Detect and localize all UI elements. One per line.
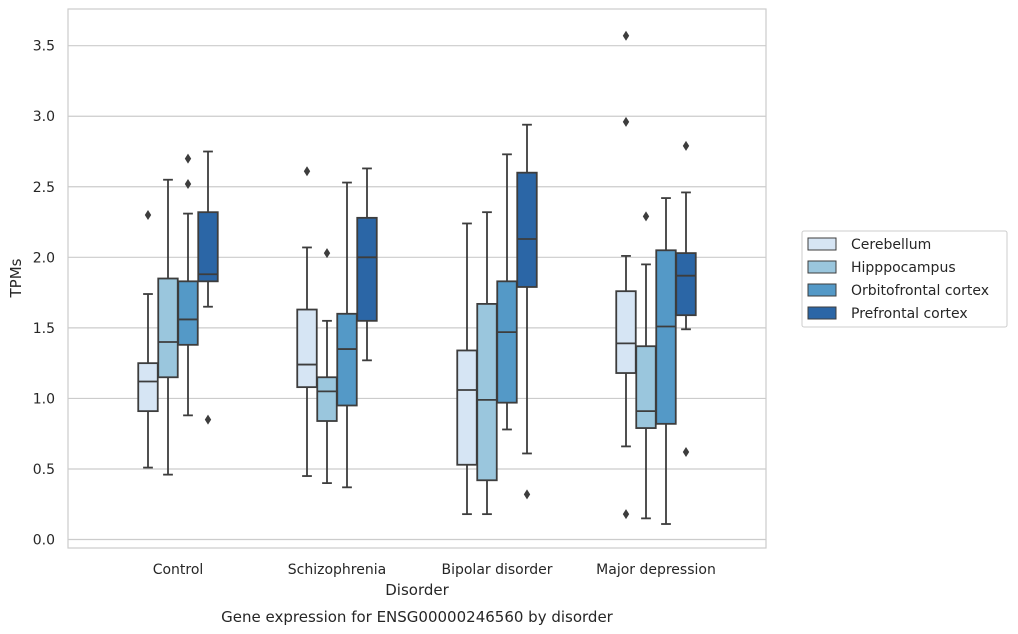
outlier-point	[622, 116, 630, 127]
legend-swatch	[807, 306, 837, 320]
legend-label: Hipppocampus	[851, 260, 956, 276]
y-tick-label: 2.0	[33, 250, 55, 266]
box	[336, 181, 358, 489]
legend-item: Hipppocampus	[807, 260, 956, 276]
y-tick-label: 1.5	[33, 321, 55, 337]
outlier-point	[622, 30, 630, 41]
box	[137, 210, 159, 469]
box	[177, 153, 199, 417]
outlier-point	[184, 153, 192, 164]
y-tick-label: 0.5	[33, 462, 55, 478]
legend-swatch	[807, 237, 837, 251]
box-iqr	[655, 249, 677, 425]
y-tick-label: 0.0	[33, 533, 55, 549]
box-iqr	[635, 345, 657, 429]
box-iqr	[675, 252, 697, 317]
box	[615, 30, 637, 520]
y-axis-label: TPMs	[7, 258, 25, 298]
outlier-point	[144, 210, 152, 221]
y-tick-label: 3.0	[33, 109, 55, 125]
outlier-point	[523, 489, 531, 500]
box	[516, 123, 538, 500]
box	[496, 153, 518, 431]
box	[476, 211, 498, 516]
legend-item: Cerebellum	[807, 237, 931, 253]
box	[456, 222, 478, 516]
series-hipppocampus	[157, 178, 657, 520]
box-iqr	[336, 312, 358, 407]
box	[296, 166, 318, 477]
box	[316, 248, 338, 484]
box	[675, 140, 697, 458]
box-iqr	[615, 290, 637, 374]
legend-item: Orbitofrontal cortex	[807, 283, 989, 299]
y-tick-label: 1.0	[33, 391, 55, 407]
box-iqr	[177, 280, 199, 346]
legend: Cerebellum Hipppocampus Orbitofrontal cort…	[801, 230, 1008, 328]
outlier-point	[622, 509, 630, 520]
box	[655, 197, 677, 525]
outlier-point	[184, 178, 192, 189]
box-iqr	[137, 362, 159, 413]
legend-label: Cerebellum	[851, 237, 931, 253]
outlier-point	[682, 140, 690, 151]
x-tick-label: Schizophrenia	[288, 562, 386, 578]
legend-swatch	[807, 283, 837, 297]
box-iqr	[157, 277, 179, 379]
box-iqr	[316, 376, 338, 422]
series-orbitofrontal-cortex	[177, 153, 677, 525]
box-series-group	[137, 30, 697, 525]
series-prefrontal-cortex	[197, 123, 697, 500]
legend-swatch	[807, 260, 837, 274]
outlier-point	[204, 414, 212, 425]
box-iqr	[296, 308, 318, 389]
box-iqr	[476, 302, 498, 482]
outlier-point	[303, 166, 311, 177]
legend-item: Prefrontal cortex	[807, 306, 968, 322]
box-iqr	[516, 171, 538, 288]
box-iqr	[496, 280, 518, 404]
y-tick-label: 2.5	[33, 180, 55, 196]
plot-area-frame	[67, 8, 767, 549]
outlier-point	[682, 447, 690, 458]
y-axis-ticks: 0.0 0.5 1.0 1.5 2.0 2.5 3.0 3.5	[33, 39, 55, 549]
x-tick-label: Control	[153, 562, 204, 578]
box	[157, 178, 179, 476]
outlier-point	[323, 248, 331, 259]
legend-frame	[801, 230, 1008, 328]
x-tick-label: Bipolar disorder	[441, 562, 552, 578]
box-iqr	[197, 211, 219, 283]
figure-caption: Gene expression for ENSG00000246560 by d…	[221, 608, 614, 626]
box	[356, 167, 378, 362]
series-cerebellum	[137, 30, 637, 520]
x-tick-label: Major depression	[596, 562, 716, 578]
legend-label: Prefrontal cortex	[851, 306, 968, 322]
outlier-point	[642, 211, 650, 222]
box	[197, 150, 219, 425]
x-axis-ticks: Control Schizophrenia Bipolar disorder Majo…	[153, 562, 716, 578]
x-axis-label: Disorder	[385, 581, 449, 599]
legend-label: Orbitofrontal cortex	[851, 283, 989, 299]
box-iqr	[456, 349, 478, 466]
y-tick-label: 3.5	[33, 39, 55, 55]
box-iqr	[356, 216, 378, 322]
